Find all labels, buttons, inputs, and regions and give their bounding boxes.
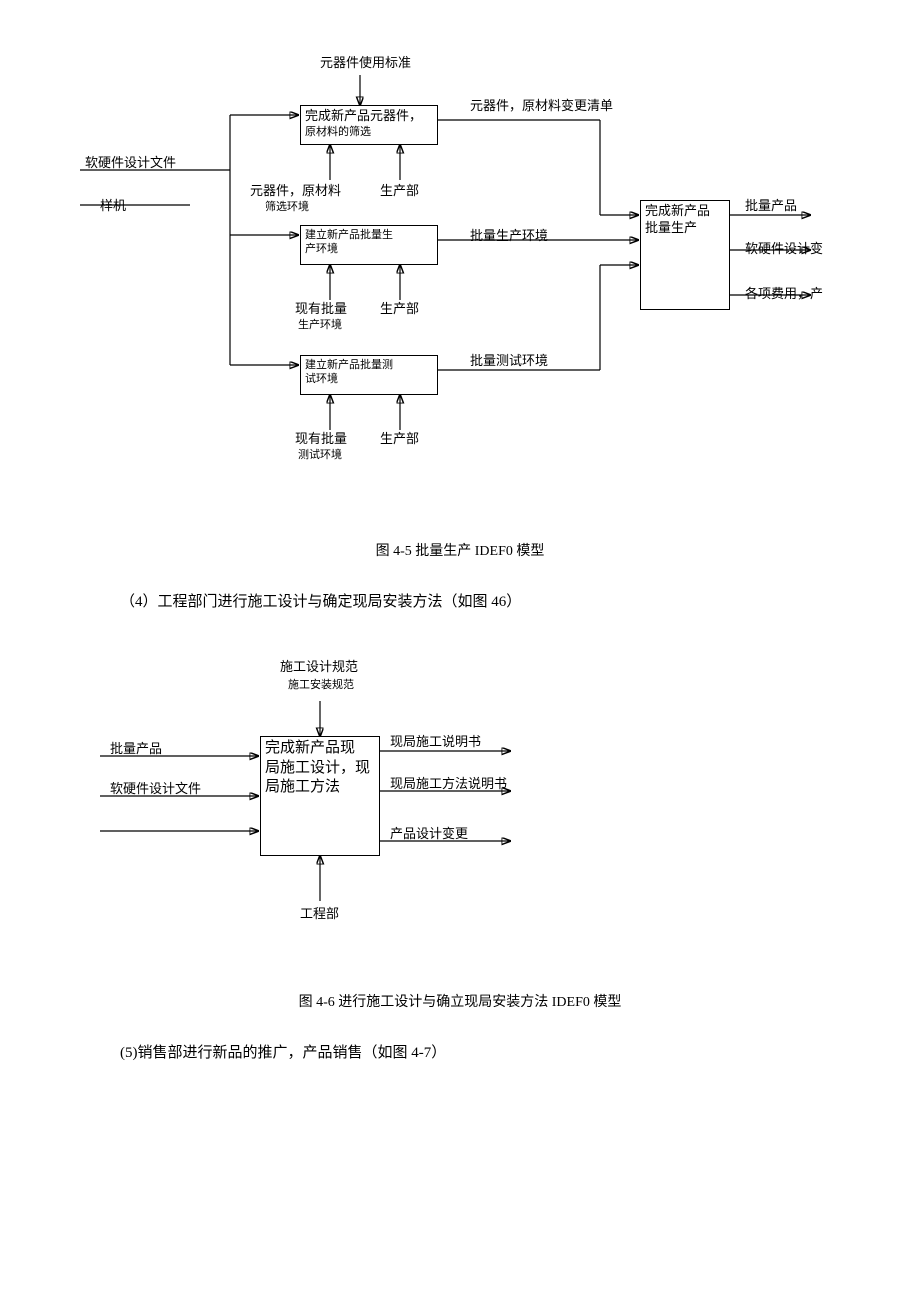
figure-4-6: 施工设计规范 施工安装规范 批量产品 软硬件设计文件 完成新产品现 局施工设计，… [40, 641, 880, 971]
fig46-box-l3: 局施工方法 [265, 778, 375, 798]
label-box3-mech1a: 现有批量 [295, 428, 347, 447]
label-box2-mech1b: 生产环境 [298, 316, 342, 332]
label-fig46-out3: 产品设计变更 [390, 823, 468, 842]
label-left-in1: 软硬件设计文件 [85, 152, 176, 171]
label-box1-out: 元器件，原材料变更清单 [470, 95, 613, 114]
label-box3-mech1b: 测试环境 [298, 446, 342, 462]
label-box2-mech1a: 现有批量 [295, 298, 347, 317]
box-1: 完成新产品元器件， 原材料的筛选 [300, 105, 438, 145]
box3-line1: 建立新产品批量测 [305, 358, 433, 372]
label-box1-mech2: 生产部 [380, 180, 419, 199]
figure-4-6-caption: 图 4-6 进行施工设计与确立现局安装方法 IDEF0 模型 [40, 991, 880, 1011]
label-box2-out: 批量生产环境 [470, 225, 548, 244]
label-box4-out3: 各项费用，产 [745, 283, 823, 302]
label-left-in2: 样机 [100, 195, 126, 214]
box4-line1: 完成新产品 [645, 203, 725, 220]
fig46-box-l1: 完成新产品现 [265, 739, 375, 759]
box2-line2: 产环境 [305, 242, 433, 256]
box3-line2: 试环境 [305, 372, 433, 386]
label-box3-out: 批量测试环境 [470, 350, 548, 369]
box1-line1: 完成新产品元器件， [305, 108, 433, 125]
label-fig46-out1: 现局施工说明书 [390, 731, 481, 750]
figure-4-5: 元器件使用标准 完成新产品元器件， 原材料的筛选 元器件，原材料变更清单 软硬件… [40, 40, 880, 520]
label-fig46-ctrl1: 施工设计规范 [280, 656, 358, 675]
label-fig46-in2: 软硬件设计文件 [110, 778, 201, 797]
box1-line2: 原材料的筛选 [305, 125, 433, 139]
box4-line2: 批量生产 [645, 220, 725, 237]
label-box4-out1: 批量产品 [745, 195, 797, 214]
label-box3-mech2: 生产部 [380, 428, 419, 447]
label-box2-mech2: 生产部 [380, 298, 419, 317]
box2-line1: 建立新产品批量生 [305, 228, 433, 242]
box-2: 建立新产品批量生 产环境 [300, 225, 438, 265]
fig46-box-l2: 局施工设计，现 [265, 759, 375, 779]
body-text-2: (5)销售部进行新品的推广，产品销售（如图 4-7） [120, 1041, 880, 1062]
label-fig46-ctrl2: 施工安装规范 [288, 676, 354, 692]
label-top-control: 元器件使用标准 [320, 52, 411, 71]
label-fig46-mech: 工程部 [300, 903, 339, 922]
label-box4-out2: 软硬件设计变 [745, 238, 823, 257]
label-fig46-in1: 批量产品 [110, 738, 162, 757]
box-fig46: 完成新产品现 局施工设计，现 局施工方法 [260, 736, 380, 856]
box-3: 建立新产品批量测 试环境 [300, 355, 438, 395]
label-box1-mech1a: 元器件，原材料 [250, 180, 341, 199]
body-text-1: （4）工程部门进行施工设计与确定现局安装方法（如图 46） [120, 590, 880, 611]
label-box1-mech1b: 筛选环境 [265, 198, 309, 214]
figure-4-5-caption: 图 4-5 批量生产 IDEF0 模型 [40, 540, 880, 560]
box-4: 完成新产品 批量生产 [640, 200, 730, 310]
label-fig46-out2: 现局施工方法说明书 [390, 773, 507, 792]
